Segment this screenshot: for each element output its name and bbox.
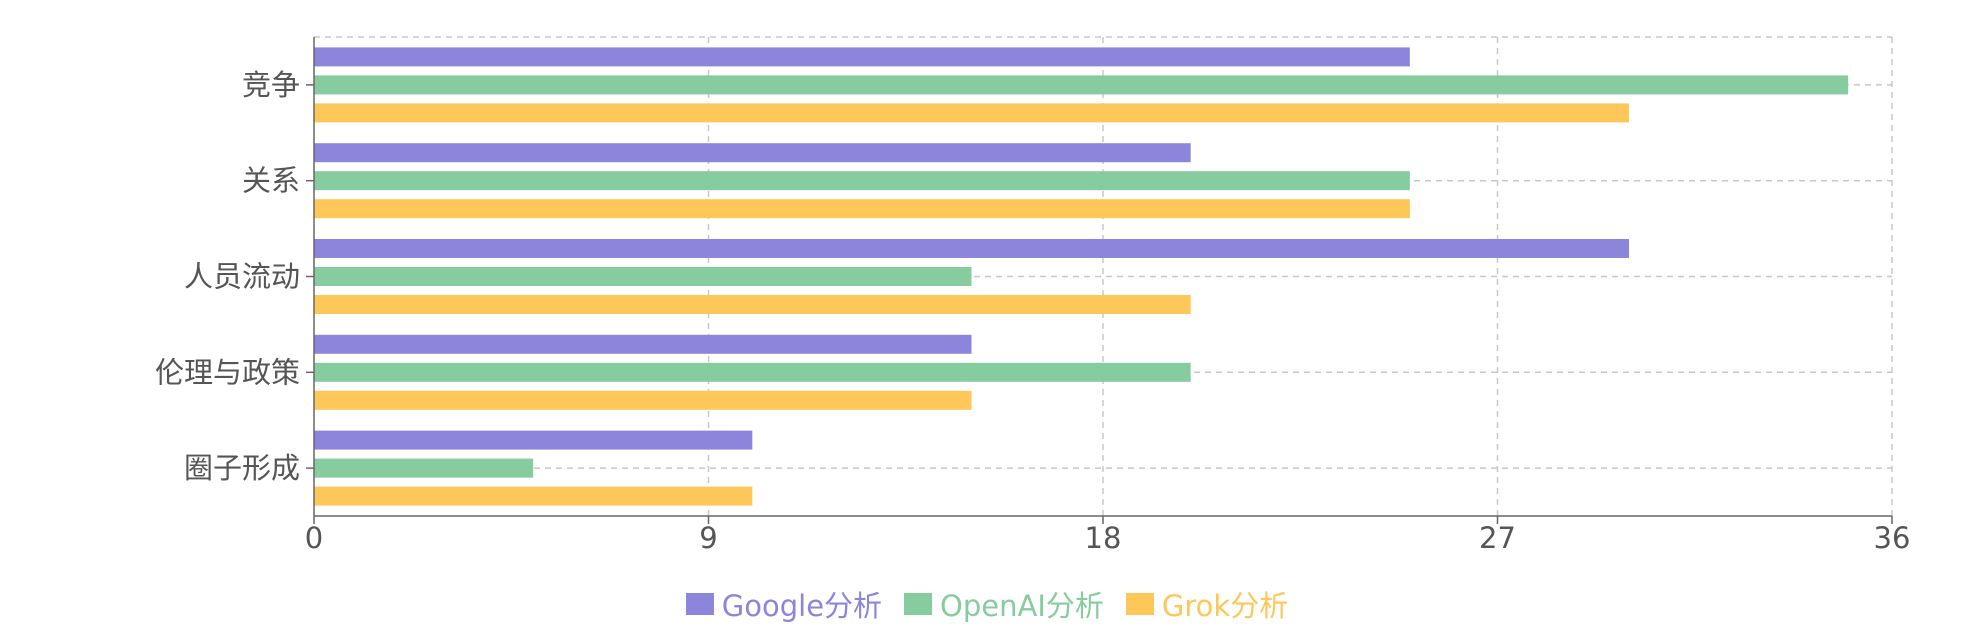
- x-tick-label: 36: [1874, 521, 1911, 555]
- bar-2-1[interactable]: 竞争 OpenAI分析: 35: [314, 75, 1849, 95]
- legend-item-1[interactable]: Google分析: [685, 583, 883, 625]
- y-tick-label: 关系: [242, 164, 300, 198]
- y-tick-label: 竞争: [242, 68, 300, 102]
- bar-1-2[interactable]: 关系 Google分析: 20: [314, 143, 1191, 163]
- x-tick-label: 27: [1479, 521, 1516, 555]
- bar-3-1[interactable]: 竞争 Grok分析: 30: [314, 103, 1629, 123]
- bar-3-2[interactable]: 关系 Grok分析: 25: [314, 199, 1410, 219]
- bar-3-5[interactable]: 圈子形成 Grok分析: 10: [314, 486, 753, 506]
- bar-3-3[interactable]: 人员流动 Grok分析: 20: [314, 295, 1191, 314]
- x-tick-label: 18: [1085, 521, 1122, 555]
- bar-2-3[interactable]: 人员流动 OpenAI分析: 15: [314, 267, 972, 286]
- bar-2-4[interactable]: 伦理与政策 OpenAI分析: 20: [314, 362, 1191, 382]
- legend: Google分析 OpenAI分析 Grok分析: [0, 582, 1974, 626]
- legend-label: Google分析: [721, 589, 883, 623]
- bar-1-5[interactable]: 圈子形成 Google分析: 10: [314, 430, 753, 450]
- x-tick-label: 9: [699, 521, 717, 555]
- bar-3-4[interactable]: 伦理与政策 Grok分析: 15: [314, 390, 972, 410]
- y-tick-label: 圈子形成: [184, 451, 300, 485]
- bar-1-3[interactable]: 人员流动 Google分析: 30: [314, 239, 1629, 258]
- legend-item-3[interactable]: Grok分析: [1125, 583, 1289, 625]
- legend-label: OpenAI分析: [940, 589, 1104, 623]
- y-tick-label: 人员流动: [184, 260, 300, 294]
- legend-label: Grok分析: [1161, 589, 1289, 623]
- legend-swatch: [685, 593, 714, 615]
- y-tick-label: 伦理与政策: [155, 355, 300, 389]
- bar-2-5[interactable]: 圈子形成 OpenAI分析: 5: [314, 458, 534, 478]
- bar-2-2[interactable]: 关系 OpenAI分析: 25: [314, 171, 1410, 191]
- bars: 竞争 Google分析: 25 竞争 OpenAI分析: 35 竞争 Grok分析:…: [314, 47, 1849, 506]
- bar-chart: 竞争 Google分析: 25 竞争 OpenAI分析: 35 竞争 Grok分析:…: [155, 36, 1910, 555]
- legend-item-2[interactable]: OpenAI分析: [904, 583, 1104, 625]
- legend-swatch: [904, 593, 933, 615]
- bar-1-1[interactable]: 竞争 Google分析: 25: [314, 47, 1410, 67]
- bar-1-4[interactable]: 伦理与政策 Google分析: 15: [314, 334, 972, 354]
- legend-swatch: [1125, 593, 1154, 615]
- x-tick-label: 0: [305, 521, 323, 555]
